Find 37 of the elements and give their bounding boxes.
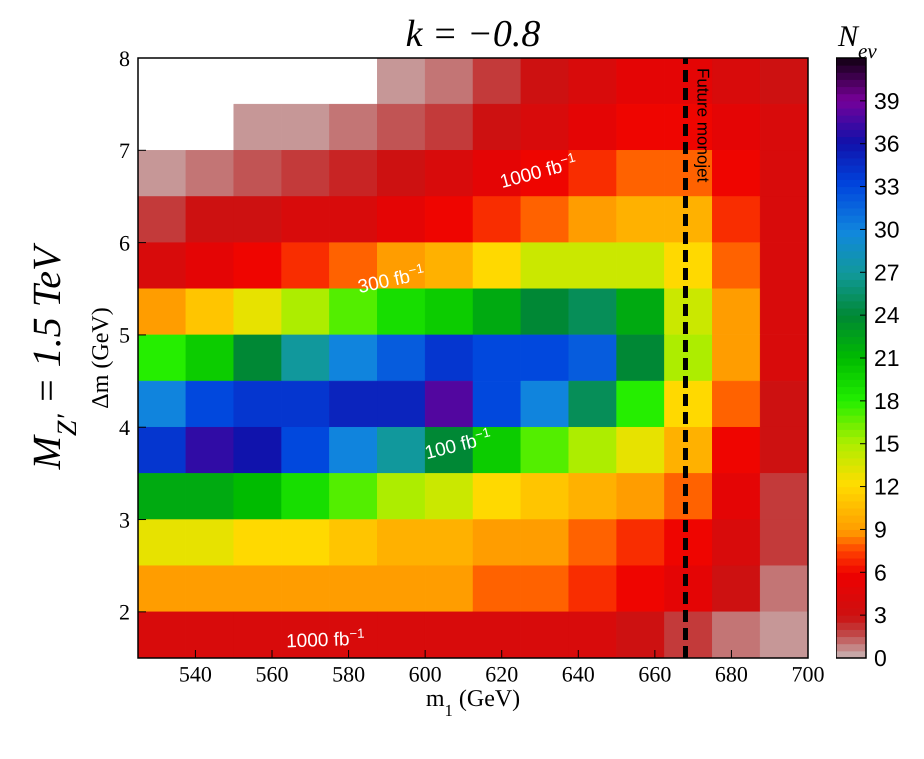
x-axis-title: m$_{1}$ (GeV) bbox=[426, 686, 520, 720]
ref-line-label: Future monojet bbox=[693, 68, 712, 183]
color-bar-label: 3 bbox=[874, 602, 887, 628]
y-tick-label: 5 bbox=[119, 322, 130, 348]
color-bar-label: 27 bbox=[874, 259, 900, 286]
color-bar-label: 15 bbox=[874, 430, 900, 457]
color-bar-title: N$_{ev}$ bbox=[837, 20, 878, 63]
color-bar-label: 30 bbox=[874, 216, 900, 242]
color-bar-label: 9 bbox=[874, 516, 887, 542]
x-tick-label: 680 bbox=[714, 662, 748, 687]
color-bar-label: 24 bbox=[874, 302, 900, 328]
y-tick-label: 7 bbox=[119, 138, 130, 164]
x-tick-label: 580 bbox=[332, 662, 366, 687]
y-tick-label: 4 bbox=[119, 415, 130, 440]
y-axis-title: Δm (GeV) bbox=[88, 307, 114, 409]
x-tick-label: 640 bbox=[562, 662, 595, 687]
x-tick-label: 660 bbox=[638, 662, 672, 687]
color-bar-label: 12 bbox=[874, 474, 900, 500]
color-bar-label: 0 bbox=[874, 645, 887, 671]
y-tick-label: 2 bbox=[119, 600, 130, 625]
annotation: 1000 fb$^{−1}$ bbox=[286, 625, 365, 652]
annotation: 300 fb$^{−1}$ bbox=[356, 260, 425, 298]
color-bar-label: 21 bbox=[874, 345, 900, 371]
color-bar-label: 18 bbox=[874, 388, 900, 414]
y-tick-label: 3 bbox=[119, 507, 130, 532]
color-bar-label: 36 bbox=[874, 130, 900, 157]
x-tick-label: 540 bbox=[178, 662, 212, 687]
chart-title: k = −0.8 bbox=[406, 13, 540, 55]
color-bar-label: 33 bbox=[874, 174, 900, 200]
color-bar-label: 6 bbox=[874, 559, 887, 586]
x-tick-label: 620 bbox=[485, 662, 518, 687]
x-tick-label: 600 bbox=[408, 662, 442, 687]
x-tick-label: 700 bbox=[792, 662, 824, 687]
x-tick-label: 560 bbox=[256, 662, 288, 687]
color-bar-label: 39 bbox=[874, 88, 900, 114]
y-tick-label: 6 bbox=[119, 230, 130, 256]
y-tick-label: 8 bbox=[119, 46, 130, 71]
